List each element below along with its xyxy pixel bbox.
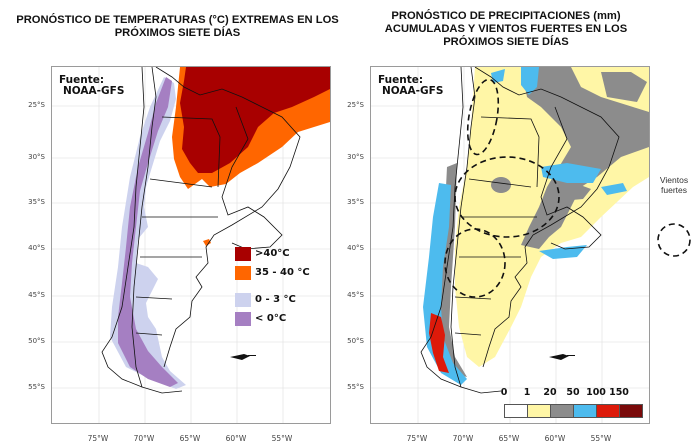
legend-label: 35 - 40 °C bbox=[255, 267, 310, 278]
legend-label: 0 - 3 °C bbox=[255, 294, 296, 305]
colorbar-segment bbox=[505, 405, 528, 417]
colorbar-tick: 150 bbox=[609, 387, 629, 398]
colorbar-segment bbox=[620, 405, 642, 417]
country-borders bbox=[101, 67, 301, 394]
lat-label: 50°S bbox=[28, 337, 45, 345]
lat-label: 50°S bbox=[347, 337, 364, 345]
colorbar-tick: 100 bbox=[586, 387, 606, 398]
wind-legend-circle-icon bbox=[657, 223, 691, 257]
source-name: NOAA-GFS bbox=[382, 85, 444, 97]
source-name: NOAA-GFS bbox=[63, 85, 125, 97]
lat-label: 25°S bbox=[28, 101, 45, 109]
cold-below-0-area bbox=[118, 77, 178, 387]
country-borders bbox=[420, 67, 620, 394]
strong-wind-areas bbox=[444, 78, 560, 298]
legend-swatch bbox=[235, 293, 251, 307]
temperature-map-title: PRONÓSTICO DE TEMPERATURAS (°C) EXTREMAS… bbox=[16, 14, 339, 39]
colorbar-segment bbox=[574, 405, 597, 417]
precip-20-50-area bbox=[521, 67, 649, 249]
colorbar-tick: 0 bbox=[500, 387, 508, 398]
legend-swatch bbox=[235, 266, 251, 280]
temperature-map-canvas bbox=[52, 67, 330, 423]
colorbar-tick: 50 bbox=[566, 387, 580, 398]
temperature-map-source: Fuente: NOAA-GFS bbox=[59, 75, 124, 97]
lat-label: 35°S bbox=[347, 198, 364, 206]
precipitation-map-source: Fuente: NOAA-GFS bbox=[378, 75, 443, 97]
legend-label: >40°C bbox=[255, 248, 290, 259]
lat-label: 40°S bbox=[347, 244, 364, 252]
source-label: Fuente: bbox=[59, 74, 105, 86]
legend-label: < 0°C bbox=[255, 313, 287, 324]
lon-label: 60°W bbox=[225, 434, 247, 443]
wind-area bbox=[444, 228, 506, 298]
colorbar-segment bbox=[597, 405, 620, 417]
wind-legend-label: Vientos fuertes bbox=[659, 175, 689, 195]
temperature-map[interactable]: Fuente: NOAA-GFS >40°C 35 - 40 °C 0 - 3 … bbox=[51, 66, 331, 424]
lat-label: 25°S bbox=[347, 101, 364, 109]
lon-label: 75°W bbox=[87, 434, 109, 443]
lon-label: 55°W bbox=[271, 434, 293, 443]
legend-item-0-3: 0 - 3 °C bbox=[235, 293, 296, 307]
legend-item-below-0: < 0°C bbox=[235, 312, 286, 326]
lon-label: 70°W bbox=[133, 434, 155, 443]
wind-area bbox=[454, 156, 560, 238]
lon-label: 70°W bbox=[452, 434, 474, 443]
source-label: Fuente: bbox=[378, 74, 424, 86]
lat-label: 35°S bbox=[28, 198, 45, 206]
colorbar-segment bbox=[551, 405, 574, 417]
lon-label: 65°W bbox=[498, 434, 520, 443]
lon-label: 75°W bbox=[406, 434, 428, 443]
legend-item-35-40: 35 - 40 °C bbox=[235, 266, 310, 280]
lon-label: 60°W bbox=[544, 434, 566, 443]
colorbar-tick: 20 bbox=[543, 387, 557, 398]
wind-area bbox=[466, 78, 500, 156]
lat-label: 55°S bbox=[28, 383, 45, 391]
legend-swatch bbox=[235, 312, 251, 326]
heat-over-40-area bbox=[180, 67, 330, 173]
lat-label: 30°S bbox=[28, 153, 45, 161]
lat-label: 30°S bbox=[347, 153, 364, 161]
legend-swatch bbox=[235, 247, 251, 261]
lat-label: 45°S bbox=[347, 291, 364, 299]
precipitation-map-title: PRONÓSTICO DE PRECIPITACIONES (mm) ACUMU… bbox=[384, 10, 628, 48]
colorbar-tick: 1 bbox=[523, 387, 531, 398]
legend-item-over-40: >40°C bbox=[235, 247, 290, 261]
colorbar-segment bbox=[528, 405, 551, 417]
lon-label: 65°W bbox=[179, 434, 201, 443]
lat-label: 45°S bbox=[28, 291, 45, 299]
precipitation-map-canvas bbox=[371, 67, 649, 423]
lat-label: 40°S bbox=[28, 244, 45, 252]
lon-label: 55°W bbox=[590, 434, 612, 443]
lat-label: 55°S bbox=[347, 383, 364, 391]
precipitation-map[interactable]: Fuente: NOAA-GFS 0 1 20 50 100 150 bbox=[370, 66, 650, 424]
